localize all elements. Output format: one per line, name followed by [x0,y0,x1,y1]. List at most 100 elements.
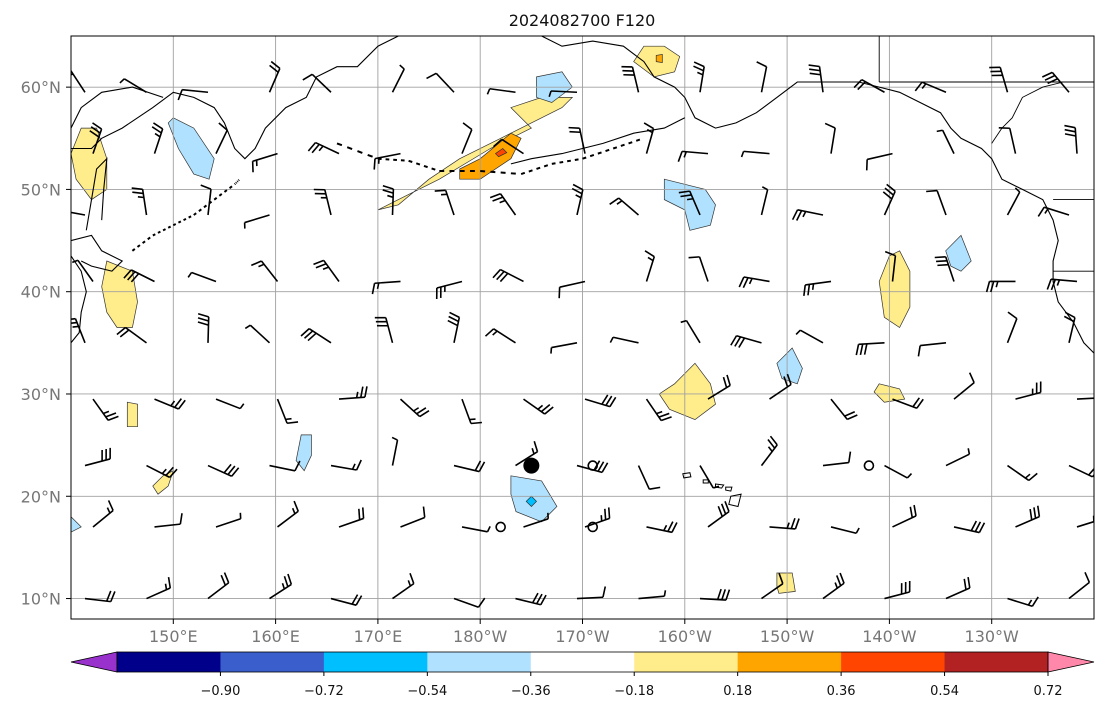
wind-barb [699,465,720,489]
wind-barb [382,185,395,216]
wind-barb [645,398,672,422]
wind-barb [269,460,301,472]
island-chain-segment [536,166,541,170]
latitude-tick-labels: 10°N 20°N 30°N 40°N 50°N 60°N [21,78,71,609]
lat-tick-label: 60°N [21,78,61,97]
wind-barb [989,66,1009,93]
coastline [71,255,87,344]
anomaly-shading-layer [71,45,972,594]
anomaly-region-21 [71,516,82,533]
wind-barb [276,398,299,425]
coastline [510,117,686,165]
wind-barb [330,459,362,471]
wind-barb [769,373,792,400]
wind-barb [215,512,242,528]
wind-barb [400,506,426,528]
wind-barb [824,122,836,154]
wind-barb [1006,187,1021,216]
wind-barb [892,397,924,409]
colorbar-tick-label: −0.18 [614,684,654,699]
lat-tick-label: 30°N [21,385,61,404]
island-chain-segment [597,151,602,155]
colorbar-extend-high [1047,651,1095,673]
wind-barb [1046,278,1078,291]
wind-barb [738,276,770,289]
wind-barb [740,150,770,158]
wind-barb [197,312,210,343]
wind-barb [215,122,228,154]
wind-barb [756,61,768,93]
wind-barb [693,61,705,93]
colorbar-segment [323,652,428,672]
wind-barb [914,81,947,93]
wind-barb [515,592,547,606]
anomaly-region-7 [658,362,716,420]
colorbar-tick-label: −0.90 [201,684,241,699]
island-chain-segment [236,180,239,183]
wind-barb [523,398,554,415]
wind-barb [243,214,270,229]
island-chain-segment [193,212,197,216]
island-chain-segment [183,217,187,221]
wind-barb [1063,311,1076,344]
wind-barb [523,512,549,528]
lon-tick-label: 150°E [149,627,198,646]
wind-barb [584,394,617,408]
wind-barb [637,465,661,491]
lat-tick-label: 20°N [21,487,61,506]
wind-barb [892,504,917,528]
coastline [71,36,399,160]
wind-barb [92,500,114,528]
wind-barb [84,590,116,603]
wind-barb [830,398,858,421]
open-circle-marker [863,460,875,471]
wind-barb [853,78,885,93]
island-chain-segment [142,240,146,244]
wind-barb [244,324,271,344]
wind-barb [391,64,405,93]
island-chain-segment [346,146,353,151]
colorbar-segment [841,652,946,672]
wind-barb [486,87,516,95]
island-chain-segment [218,193,223,197]
island-chain-segment [635,138,641,142]
colorbar-outline [116,651,1049,673]
wind-barb [1076,397,1094,400]
coastline [71,234,124,272]
wind-barb [89,122,103,154]
island-chain-segment [162,228,166,232]
wind-barb [116,326,147,344]
island-chain-segment [559,160,564,164]
colorbar-tick-label: −0.54 [407,684,447,699]
wind-barb [338,386,368,400]
wind-barb [515,440,539,467]
wind-barb [730,335,762,348]
wind-barb [1015,381,1042,400]
wind-barb [484,328,516,344]
wind-barb [313,188,332,216]
anomaly-region-1 [459,132,522,180]
wind-barb [300,327,332,344]
wind-barb [392,573,415,600]
island-chain-segment [147,236,151,241]
wind-barb [391,436,399,466]
colorbar-extend-low [70,651,118,673]
island-chain-segment [157,230,161,234]
wind-barb [1007,596,1039,608]
anomaly-region-15 [663,178,716,231]
wind-barb [92,398,119,421]
island-chain-segment [223,189,228,193]
wind-barb [371,280,401,295]
island [702,479,709,484]
colorbar: −0.90 −0.72 −0.54 −0.36 −0.18 0.18 0.36 0.54 0.7… [70,651,1095,699]
wind-barb [953,372,975,400]
colorbar-segment [737,652,842,672]
wind-barb [621,65,640,93]
island-chain-segment [566,159,572,163]
wind-barb [71,70,86,93]
island-chain-segment [423,164,428,169]
island-chain-segment [152,233,156,237]
wind-barb [678,190,701,216]
lon-tick-label: 180°W [453,627,508,646]
wind-barb [207,463,240,478]
